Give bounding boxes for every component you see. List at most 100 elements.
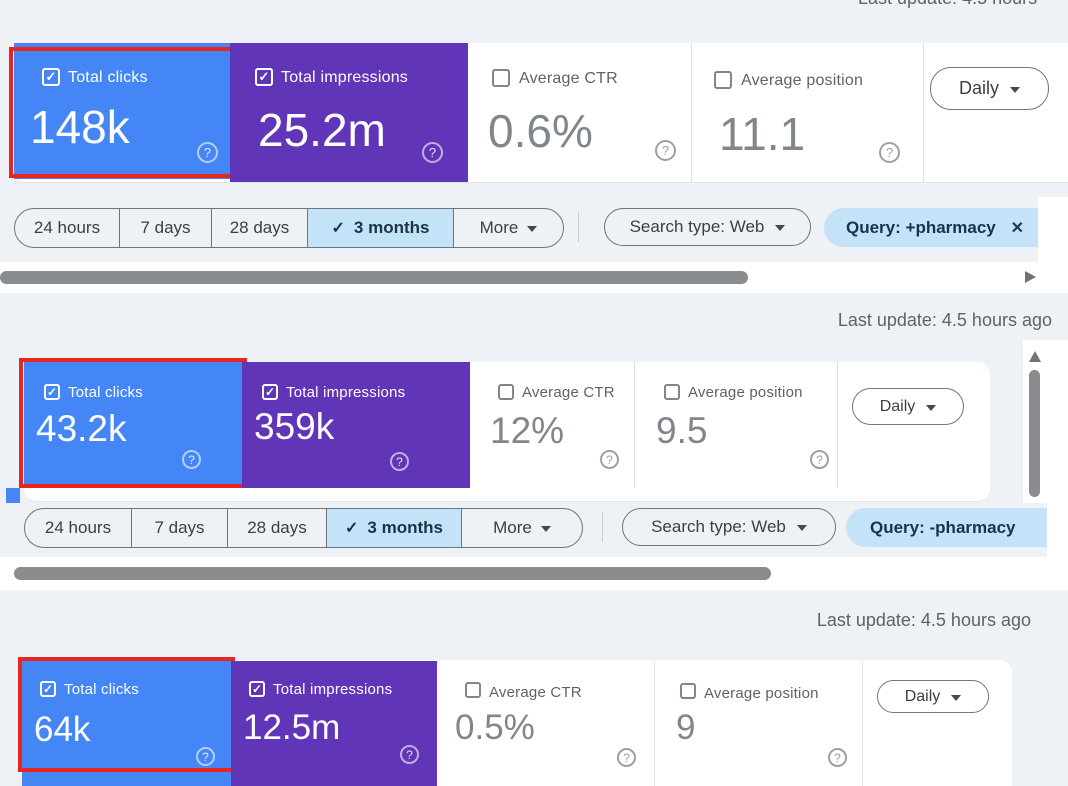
checkbox-unchecked-icon[interactable] [465,682,481,698]
date-range-more[interactable]: More [461,509,582,547]
checkbox-unchecked-icon[interactable] [714,71,732,89]
horizontal-scrollbar-thumb[interactable] [14,567,771,580]
checkbox-checked-icon[interactable] [44,384,60,400]
scroll-up-arrow-icon[interactable] [1029,351,1041,362]
checkbox-checked-icon[interactable] [249,681,265,697]
chip-label: 28 days [247,518,307,537]
chip-label: 3 months [353,218,430,237]
total-impressions-card[interactable]: Total impressions 25.2m [230,43,468,182]
average-ctr-card[interactable]: Average CTR 0.5% [437,661,654,786]
date-range-24-hours[interactable]: 24 hours [25,509,131,547]
total-impressions-card[interactable]: Total impressions 359k [242,362,470,488]
chip-label: 24 hours [44,518,112,537]
metric-label: Total clicks [64,681,139,698]
checkbox-unchecked-icon[interactable] [492,69,510,87]
metric-value: 0.6% [488,105,593,157]
total-clicks-card[interactable]: Total clicks 43.2k [24,362,242,484]
chevron-down-icon [926,404,937,411]
average-ctr-card[interactable]: Average CTR 12% [470,362,634,488]
help-icon[interactable] [655,140,676,161]
metric-value: 12% [490,410,565,451]
check-icon [345,518,358,538]
checkbox-checked-icon[interactable] [42,68,60,86]
metric-value: 9.5 [656,410,708,451]
divider [923,43,924,182]
scroll-right-arrow-icon[interactable] [1025,271,1036,283]
date-range-28-days[interactable]: 28 days [227,509,326,547]
date-range-3-months-selected[interactable]: 3 months [326,509,461,547]
background-strip [1047,503,1068,557]
help-icon[interactable] [400,745,419,764]
divider [837,362,838,488]
average-position-card[interactable]: Average position 9 [654,661,862,786]
help-icon[interactable] [600,450,619,469]
checkbox-checked-icon[interactable] [255,68,273,86]
remove-filter-icon[interactable] [1011,218,1024,238]
metric-label: Total clicks [68,384,143,401]
help-icon[interactable] [810,450,829,469]
granularity-dropdown[interactable]: Daily [930,67,1049,110]
background-strip [1038,197,1068,262]
help-icon[interactable] [828,748,847,767]
vertical-scrollbar-thumb[interactable] [1029,370,1040,497]
chevron-down-icon [1010,86,1020,93]
help-icon[interactable] [196,747,215,766]
pill-label: Search type: Web [651,517,786,536]
divider [634,362,635,488]
help-icon[interactable] [617,748,636,767]
chevron-down-icon [540,526,551,532]
average-position-card[interactable]: Average position 11.1 [691,43,923,182]
metric-value: 9 [676,708,696,747]
chip-label: 24 hours [33,218,101,237]
help-icon[interactable] [197,142,218,163]
date-range-more[interactable]: More [453,209,563,247]
metric-label: Total impressions [273,681,393,698]
date-range-24-hours[interactable]: 24 hours [15,209,119,247]
total-clicks-card[interactable]: Total clicks 148k [14,43,230,179]
date-range-7-days[interactable]: 7 days [131,509,227,547]
metric-value: 64k [34,710,91,749]
chevron-down-icon [951,694,962,701]
last-update-text: Last update: 4.5 hours ago [837,310,1052,330]
granularity-dropdown[interactable]: Daily [852,388,964,425]
total-clicks-card[interactable]: Total clicks 64k [22,661,231,786]
chevron-down-icon [527,226,538,232]
checkbox-unchecked-icon[interactable] [498,384,514,400]
help-icon[interactable] [879,142,900,163]
average-ctr-card[interactable]: Average CTR 0.6% [468,43,691,182]
horizontal-scrollbar-thumb[interactable] [0,271,748,284]
checkbox-checked-icon[interactable] [262,384,278,400]
metric-label: Average position [704,685,819,702]
date-range-group: 24 hours 7 days 28 days 3 months More [14,208,564,248]
checkbox-checked-icon[interactable] [40,681,56,697]
divider [691,43,692,182]
metric-value: 12.5m [243,708,341,747]
query-filter-chip[interactable]: Query: +pharmacy [824,208,1038,247]
average-position-card[interactable]: Average position 9.5 [634,362,837,488]
last-update-text: Last update: 4.5 hours ago [816,610,1031,630]
granularity-dropdown[interactable]: Daily [877,680,989,713]
help-icon[interactable] [422,142,443,163]
metric-value: 0.5% [455,708,535,747]
date-range-7-days[interactable]: 7 days [119,209,211,247]
date-range-3-months-selected[interactable]: 3 months [307,209,453,247]
granularity-label: Daily [904,687,941,705]
metric-label: Average position [741,72,864,89]
metric-label: Average CTR [522,384,615,401]
divider [578,212,579,242]
help-icon[interactable] [390,452,409,471]
search-type-filter[interactable]: Search type: Web [622,508,836,546]
checkbox-unchecked-icon[interactable] [664,384,680,400]
total-impressions-card[interactable]: Total impressions 12.5m [231,661,437,786]
chip-label: More [479,218,519,237]
checkbox-unchecked-icon[interactable] [680,683,696,699]
date-range-28-days[interactable]: 28 days [211,209,307,247]
help-icon[interactable] [182,450,201,469]
search-type-filter[interactable]: Search type: Web [604,208,811,246]
query-filter-chip[interactable]: Query: -pharmacy [846,508,1047,547]
metric-label: Total impressions [281,69,409,86]
metric-label: Total impressions [286,384,406,401]
chip-label: 7 days [140,218,191,237]
chip-label: 3 months [367,518,443,537]
